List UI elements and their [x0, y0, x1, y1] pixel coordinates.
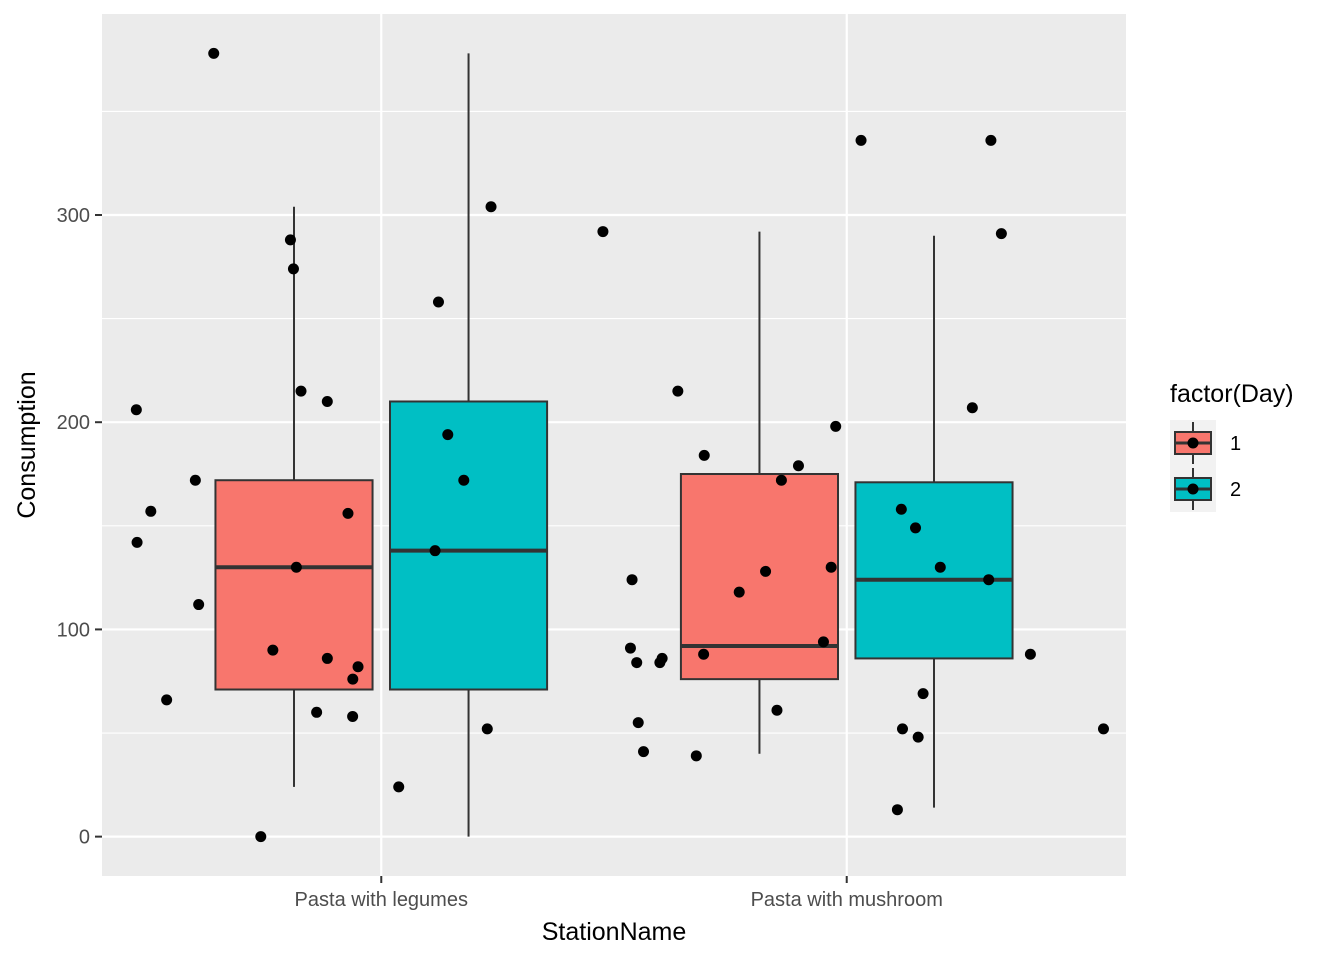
- y-tick-label: 100: [57, 619, 90, 641]
- data-point: [429, 545, 441, 557]
- data-point: [287, 263, 299, 275]
- data-point: [597, 226, 609, 238]
- legend: factor(Day) 1 2: [1170, 380, 1294, 512]
- y-tick-label: 300: [57, 205, 90, 227]
- data-point: [208, 47, 220, 59]
- data-point: [830, 420, 842, 432]
- data-point: [321, 395, 333, 407]
- data-point: [485, 201, 497, 213]
- data-point: [432, 296, 444, 308]
- data-point: [934, 561, 946, 573]
- data-point: [311, 706, 323, 718]
- data-point: [891, 804, 903, 816]
- data-point: [656, 652, 668, 664]
- data-point: [352, 661, 364, 673]
- data-point: [145, 505, 157, 517]
- box: [679, 473, 840, 681]
- data-point: [672, 385, 684, 397]
- data-point: [733, 586, 745, 598]
- data-point: [347, 673, 359, 685]
- data-point: [131, 536, 143, 548]
- data-point: [624, 642, 636, 654]
- data-point: [896, 723, 908, 735]
- data-points: [130, 47, 1109, 843]
- data-point: [912, 731, 924, 743]
- data-point: [342, 507, 354, 519]
- data-point: [775, 474, 787, 486]
- data-point: [632, 717, 644, 729]
- legend-label: 2: [1230, 479, 1241, 501]
- data-point: [284, 234, 296, 246]
- data-point: [985, 134, 997, 146]
- box: [389, 400, 549, 691]
- y-axis: 0 100 200 300: [57, 205, 102, 849]
- data-point: [626, 574, 638, 586]
- data-point: [698, 648, 710, 660]
- box-group-2: [854, 235, 1014, 808]
- data-point: [295, 385, 307, 397]
- data-point: [760, 565, 772, 577]
- box-group-1: [214, 206, 374, 787]
- data-point: [995, 228, 1007, 240]
- plot-panel: [102, 14, 1126, 876]
- box-group-1: [679, 231, 840, 754]
- boxes: [214, 53, 1014, 837]
- data-point: [458, 474, 470, 486]
- data-point: [917, 688, 929, 700]
- data-point: [161, 694, 173, 706]
- box: [854, 481, 1014, 660]
- data-point: [189, 474, 201, 486]
- data-point: [481, 723, 493, 735]
- data-point: [255, 831, 267, 843]
- data-point: [638, 746, 650, 758]
- data-point: [347, 710, 359, 722]
- legend-key-point: [1187, 437, 1199, 449]
- data-point: [193, 599, 205, 611]
- data-point: [267, 644, 279, 656]
- y-axis-title: Consumption: [13, 371, 41, 518]
- box-group-2: [389, 53, 549, 837]
- data-point: [130, 404, 142, 416]
- data-point: [1024, 648, 1036, 660]
- data-point: [698, 449, 710, 461]
- data-point: [910, 522, 922, 534]
- data-point: [631, 657, 643, 669]
- y-tick-label: 0: [79, 827, 90, 849]
- data-point: [1097, 723, 1109, 735]
- x-axis-title: StationName: [542, 918, 687, 946]
- data-point: [321, 652, 333, 664]
- data-point: [817, 636, 829, 648]
- data-point: [966, 402, 978, 414]
- x-tick-label: Pasta with legumes: [295, 889, 468, 911]
- data-point: [895, 503, 907, 515]
- legend-label: 1: [1230, 433, 1241, 455]
- data-point: [690, 750, 702, 762]
- data-point: [792, 460, 804, 472]
- data-point: [855, 134, 867, 146]
- x-axis: Pasta with legumes Pasta with mushroom: [295, 876, 943, 911]
- y-tick-label: 200: [57, 412, 90, 434]
- legend-title: factor(Day): [1170, 380, 1294, 408]
- data-point: [290, 561, 302, 573]
- x-tick-label: Pasta with mushroom: [751, 889, 943, 911]
- data-point: [393, 781, 405, 793]
- data-point: [771, 704, 783, 716]
- data-point: [983, 574, 995, 586]
- data-point: [442, 429, 454, 441]
- legend-key-point: [1187, 483, 1199, 495]
- data-point: [825, 561, 837, 573]
